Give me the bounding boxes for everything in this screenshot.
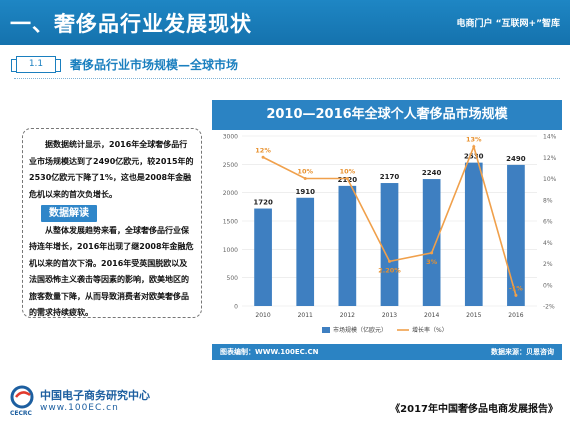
y-right-tick-label: 8% xyxy=(543,197,553,204)
bar xyxy=(507,164,525,306)
x-tick-label: 2014 xyxy=(424,312,439,319)
chart-data-source: 数据来源：贝恩咨询 xyxy=(491,348,554,356)
growth-rate-label: 3% xyxy=(426,258,438,266)
legend-swatch-bar xyxy=(322,327,330,333)
y-left-tick-label: 0 xyxy=(234,304,238,311)
summary-textbox: 据数据统计显示，2016年全球奢侈品行业市场规模达到了2490亿欧元，较2015… xyxy=(22,128,202,318)
bar xyxy=(380,183,399,306)
bar xyxy=(464,162,483,306)
growth-rate-point xyxy=(261,155,265,159)
growth-rate-label: 10% xyxy=(340,168,356,176)
brand-url: www.100EC.cn xyxy=(40,403,119,413)
growth-rate-point xyxy=(345,177,349,180)
x-tick-label: 2010 xyxy=(255,312,270,319)
y-left-tick-label: 500 xyxy=(227,275,239,282)
bar-value-label: 2490 xyxy=(506,155,526,163)
chart-title-band xyxy=(212,100,562,130)
chart-footer: 图表编制：WWW.100EC.CN 数据来源：贝恩咨询 xyxy=(212,344,562,360)
bar xyxy=(338,185,357,306)
growth-rate-label: 13% xyxy=(466,136,482,144)
y-left-tick-label: 3000 xyxy=(223,134,238,141)
bar xyxy=(422,179,441,306)
bar-value-label: 2170 xyxy=(380,173,400,181)
growth-rate-label: 2.20% xyxy=(378,266,401,274)
y-right-tick-label: -2% xyxy=(543,304,555,311)
bar xyxy=(254,208,272,306)
y-right-tick-label: 14% xyxy=(543,134,557,141)
legend-label-bar: 市场规模（亿欧元） xyxy=(333,326,387,334)
growth-rate-point xyxy=(388,259,391,263)
x-tick-label: 2012 xyxy=(340,312,355,319)
growth-rate-point xyxy=(514,293,518,297)
legend-label-line: 增长率（%） xyxy=(412,326,448,334)
page-title: 一、奢侈品行业发展现状 xyxy=(10,12,252,36)
y-left-tick-label: 2000 xyxy=(223,190,238,197)
x-tick-label: 2015 xyxy=(466,312,481,319)
bar xyxy=(296,197,315,306)
growth-rate-label: 10% xyxy=(297,168,313,176)
brand-name: 中国电子商务研究中心 xyxy=(40,389,150,402)
chart-source-editor: 图表编制：WWW.100EC.CN xyxy=(220,348,319,356)
header-bar: 一、奢侈品行业发展现状 电商门户 “互联网+”智库 xyxy=(0,0,570,45)
y-right-tick-label: 10% xyxy=(543,176,557,183)
x-tick-label: 2013 xyxy=(382,312,397,319)
y-right-tick-label: 6% xyxy=(543,219,553,226)
y-right-tick-label: 2% xyxy=(543,261,553,268)
y-left-tick-label: 1000 xyxy=(223,247,238,254)
bar-value-label: 2530 xyxy=(464,153,484,161)
growth-rate-point xyxy=(430,251,434,255)
growth-rate-label: 12% xyxy=(255,146,271,154)
x-tick-label: 2016 xyxy=(508,312,523,319)
section-divider xyxy=(14,78,560,79)
growth-rate-point xyxy=(472,145,476,149)
section-number: 1.1 xyxy=(11,56,61,73)
header-tagline: 电商门户 “互联网+”智库 xyxy=(456,19,560,29)
brand-abbr: CECRC xyxy=(10,410,32,417)
summary-paragraph-1: 据数据统计显示，2016年全球奢侈品行业市场规模达到了2490亿欧元，较2015… xyxy=(29,140,194,199)
y-right-tick-label: 12% xyxy=(543,155,557,162)
y-right-tick-label: 0% xyxy=(543,282,553,289)
y-right-tick-label: 4% xyxy=(543,240,553,247)
cecrc-logo-icon xyxy=(10,385,34,409)
summary-paragraph-2: 从整体发展趋势来看，全球奢侈品行业保持连年增长，2016年出现了继2008年金融… xyxy=(29,225,194,318)
chart-title: 2010—2016年全球个人奢侈品市场规模 xyxy=(266,107,508,122)
y-left-tick-label: 1500 xyxy=(223,219,238,226)
bar-value-label: 1720 xyxy=(253,199,273,207)
market-size-chart: 2010—2016年全球个人奢侈品市场规模 0 500 1000 1500 2000 25… xyxy=(212,100,562,360)
bar-value-label: 1910 xyxy=(295,188,315,196)
x-tick-label: 2011 xyxy=(298,312,313,319)
bar-value-label: 2240 xyxy=(422,169,442,177)
section-title: 奢侈品行业市场规模—全球市场 xyxy=(70,58,239,72)
chart-plot: 0 500 1000 1500 2000 2500 3000 -2% 0% 2% 4% 6% 8% 10%… xyxy=(223,134,557,335)
report-title: 《2017年中国奢侈品电商发展报告》 xyxy=(390,404,558,415)
y-left-tick-label: 2500 xyxy=(223,162,238,169)
data-interpretation-badge: 数据解读 xyxy=(41,205,97,222)
growth-rate-point xyxy=(303,177,307,180)
growth-rate-label: -1% xyxy=(509,284,523,292)
